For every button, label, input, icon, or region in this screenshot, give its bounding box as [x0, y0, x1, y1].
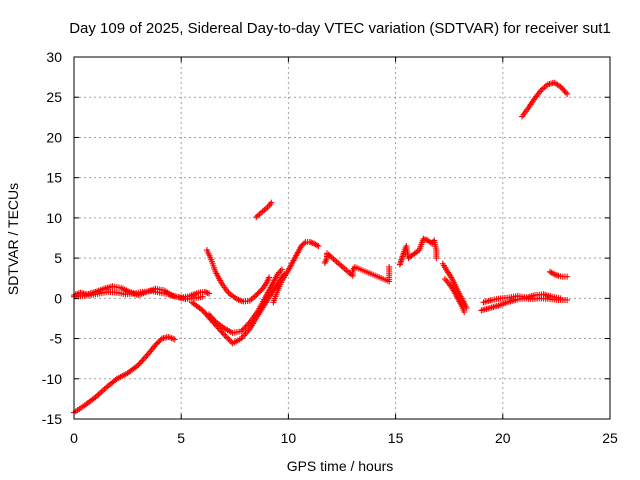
data-point: [558, 85, 565, 92]
series-arc-c: [71, 333, 178, 416]
data-point: [557, 295, 564, 302]
y-tick-label: -15: [42, 411, 62, 427]
data-point: [136, 360, 143, 367]
data-point: [257, 288, 264, 295]
series-arc-g: [253, 199, 275, 221]
data-point: [560, 86, 567, 93]
y-tick-label: 25: [46, 89, 62, 105]
x-tick-label: 10: [281, 430, 297, 446]
series-arc-n: [480, 291, 564, 306]
data-point: [266, 274, 273, 281]
data-point: [219, 330, 226, 337]
data-point: [562, 89, 569, 96]
data-point: [171, 336, 178, 343]
data-point: [561, 88, 568, 95]
series-arc-k: [439, 260, 470, 311]
y-tick-label: -10: [42, 371, 62, 387]
x-tick-label: 25: [602, 430, 618, 446]
y-tick-label: 15: [46, 170, 62, 186]
series-arc-b: [71, 288, 206, 303]
data-point: [211, 317, 218, 324]
data-point: [98, 388, 105, 395]
data-point: [152, 341, 159, 348]
data-point: [222, 333, 229, 340]
data-point: [225, 335, 232, 342]
y-tick-label: 10: [46, 210, 62, 226]
data-point: [564, 296, 571, 303]
x-tick-label: 0: [70, 430, 78, 446]
axis-ticks: 0 5 10 15 20 25 -15 -10 -5 0 5 10 15 20 25 30: [42, 49, 618, 446]
y-tick-label: 30: [46, 49, 62, 65]
data-point: [100, 387, 107, 394]
data-point: [207, 312, 214, 319]
data-point: [95, 391, 102, 398]
x-tick-label: 20: [495, 430, 511, 446]
data-point: [206, 290, 213, 297]
data-point: [301, 240, 308, 247]
x-tick-label: 15: [388, 430, 404, 446]
data-point: [433, 255, 440, 262]
chart-title: Day 109 of 2025, Sidereal Day-to-day VTE…: [69, 20, 611, 37]
data-point: [298, 243, 305, 250]
series-arc-l: [441, 276, 468, 316]
data-point: [140, 356, 147, 363]
data-point: [97, 390, 104, 397]
data-point: [315, 243, 322, 250]
y-tick-label: 20: [46, 129, 62, 145]
y-axis-label: SDTVAR / TECUs: [5, 183, 21, 295]
data-point: [142, 354, 149, 361]
data-point: [221, 331, 228, 338]
data-point: [549, 270, 556, 277]
data-point: [299, 241, 306, 248]
plot-frame: [73, 56, 611, 420]
data-point: [268, 199, 275, 206]
y-tick-label: 0: [54, 290, 62, 306]
series-arc-h: [270, 239, 322, 306]
series-arc-f: [203, 247, 273, 305]
data-point: [461, 309, 468, 316]
data-point: [138, 359, 144, 366]
series-arc-i: [321, 250, 393, 285]
data-point: [313, 242, 320, 249]
data-point: [254, 290, 261, 297]
y-tick-label: -5: [50, 331, 63, 347]
data-point: [255, 289, 262, 296]
x-axis-label: GPS time / hours: [287, 458, 394, 474]
data-point: [153, 340, 160, 347]
data-point: [564, 273, 571, 280]
series-arc-e: [206, 266, 285, 336]
series-arc-o: [519, 79, 571, 120]
data-point: [143, 353, 150, 360]
data-point: [278, 266, 285, 273]
data-point: [139, 357, 146, 364]
data-point: [209, 315, 216, 322]
series-arc-j: [396, 235, 440, 268]
data-point: [253, 292, 260, 299]
x-tick-label: 5: [177, 430, 185, 446]
data-point: [208, 314, 215, 321]
data-points: [71, 79, 571, 416]
data-point: [564, 91, 571, 98]
data-point: [206, 311, 213, 318]
data-point: [223, 334, 230, 341]
data-point: [155, 339, 162, 346]
data-point: [557, 83, 564, 90]
data-point: [156, 338, 163, 345]
data-point: [386, 263, 393, 270]
data-point: [199, 293, 206, 300]
y-tick-label: 5: [54, 250, 62, 266]
grid: [74, 57, 610, 419]
series-arc-p: [546, 268, 571, 280]
